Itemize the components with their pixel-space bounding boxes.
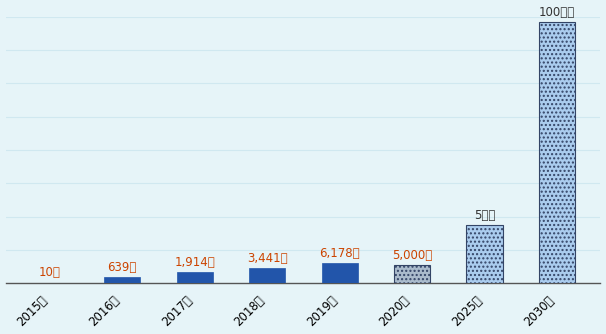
Bar [176, 272, 213, 284]
Bar [322, 263, 358, 284]
Text: 1,914台: 1,914台 [175, 256, 215, 269]
Bar [32, 283, 68, 284]
Bar [539, 22, 575, 284]
Text: 3,441台: 3,441台 [247, 252, 287, 265]
Bar [394, 265, 430, 284]
Text: 639台: 639台 [108, 261, 137, 274]
Bar [467, 225, 502, 284]
Text: 5,000台: 5,000台 [392, 249, 432, 262]
Text: 10台: 10台 [39, 267, 61, 280]
Text: 5万台: 5万台 [474, 209, 495, 222]
Bar [249, 268, 285, 284]
Text: 6,178台: 6,178台 [319, 247, 360, 260]
Text: 100万台: 100万台 [539, 6, 575, 19]
Bar [104, 277, 141, 284]
